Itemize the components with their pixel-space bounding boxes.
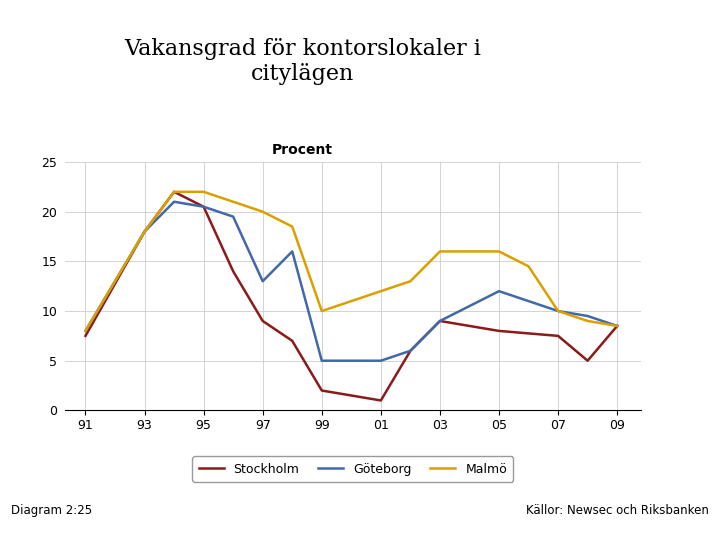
- Text: Procent: Procent: [272, 143, 333, 157]
- Legend: Stockholm, Göteborg, Malmö: Stockholm, Göteborg, Malmö: [192, 456, 513, 482]
- Text: Källor: Newsec och Riksbanken: Källor: Newsec och Riksbanken: [526, 504, 709, 517]
- Text: ✦ ✦ ✦
  ✦
(  ): ✦ ✦ ✦ ✦ ( ): [638, 21, 669, 55]
- Text: Vakansgrad för kontorslokaler i
citylägen: Vakansgrad för kontorslokaler i cityläge…: [124, 38, 481, 85]
- Text: SVERIGES
RIKSBANK: SVERIGES RIKSBANK: [631, 86, 675, 106]
- Text: Diagram 2:25: Diagram 2:25: [11, 504, 92, 517]
